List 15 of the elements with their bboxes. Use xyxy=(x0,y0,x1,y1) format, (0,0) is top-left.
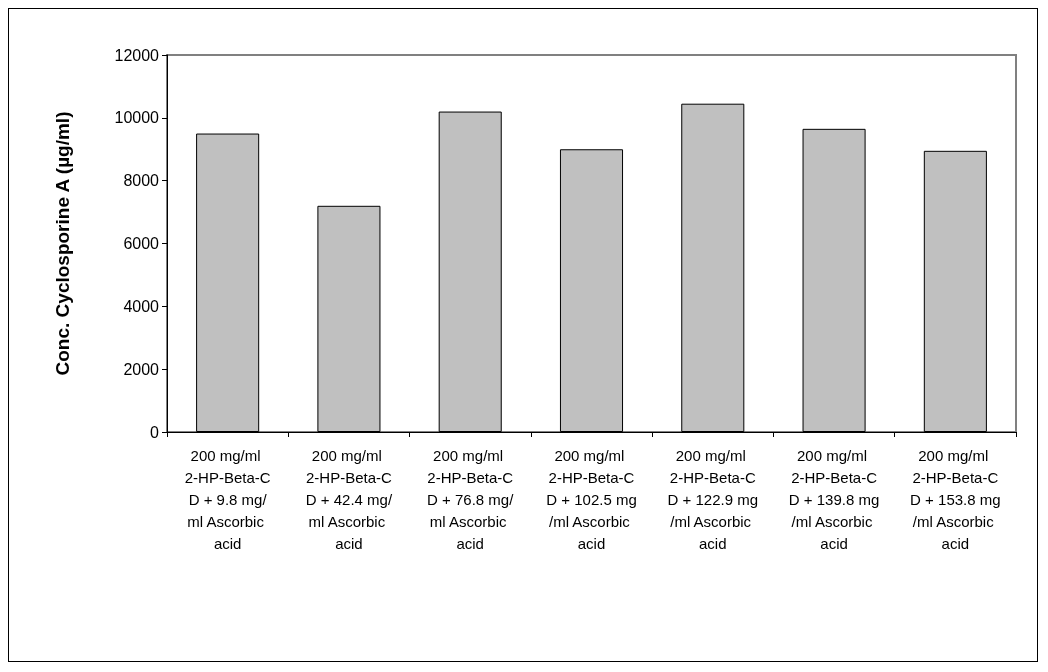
y-axis-title: Conc. Cyclosporine A (µg/ml) xyxy=(52,111,73,376)
y-tick-label: 4000 xyxy=(123,297,160,315)
x-tick-label: 200 mg/ml 2-HP-Beta-CD + 9.8 mg/ml Ascorbic acid xyxy=(184,446,271,552)
x-tick-label: 200 mg/ml 2-HP-Beta-CD + 153.8 mg/ml Ascorbic acid xyxy=(910,446,1001,552)
x-tick-label: 200 mg/ml 2-HP-Beta-CD + 76.8 mg/ml Ascorbic acid xyxy=(427,446,515,552)
x-tick-label: 200 mg/ml 2-HP-Beta-CD + 42.4 mg/ml Ascorbic acid xyxy=(305,446,393,552)
y-tick-label: 8000 xyxy=(123,172,160,190)
x-tick-label: 200 mg/ml 2-HP-Beta-CD + 139.8 mg/ml Ascorbic acid xyxy=(788,446,880,552)
y-tick-label: 2000 xyxy=(123,360,160,378)
y-tick-label: 10000 xyxy=(114,109,160,127)
y-tick-label: 0 xyxy=(150,423,160,441)
x-tick-label: 200 mg/ml 2-HP-Beta-CD + 122.9 mg/ml Ascorbic acid xyxy=(667,446,759,552)
x-tick-label: 200 mg/ml 2-HP-Beta-CD + 102.5 mg/ml Ascorbic acid xyxy=(546,446,637,552)
y-tick-label: 12000 xyxy=(114,46,160,64)
y-tick-label: 6000 xyxy=(123,235,160,252)
